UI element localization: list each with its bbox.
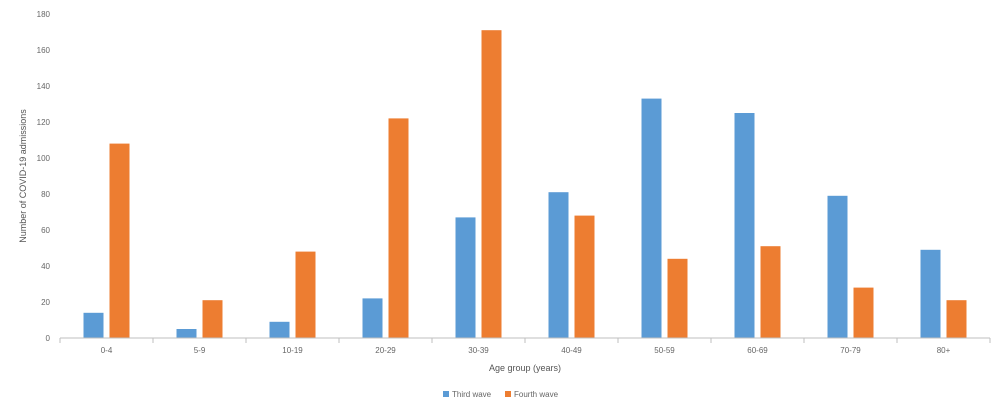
bar-third-wave-70-79 [827,195,848,338]
x-tick-label: 80+ [937,346,951,355]
bar-fourth-wave-40-49 [574,215,595,338]
bar-fourth-wave-5-9 [202,300,223,338]
bar-fourth-wave-50-59 [667,258,688,338]
legend-label-fourth-wave: Fourth wave [514,390,559,399]
bar-third-wave-50-59 [641,98,662,338]
bar-fourth-wave-20-29 [388,118,409,339]
bar-fourth-wave-0-4 [109,143,130,338]
y-tick-label: 80 [41,190,50,199]
x-tick-label: 40-49 [561,346,582,355]
bar-fourth-wave-70-79 [853,287,874,338]
y-tick-label: 20 [41,298,50,307]
y-tick-label: 180 [37,10,51,19]
x-axis-title: Age group (years) [489,363,561,373]
y-tick-label: 120 [37,118,51,127]
x-tick-label: 50-59 [654,346,675,355]
x-tick-label: 70-79 [840,346,861,355]
bar-fourth-wave-10-19 [295,251,316,338]
x-tick-label: 10-19 [282,346,303,355]
legend: Third wave Fourth wave [443,390,559,399]
bar-third-wave-10-19 [269,321,290,338]
x-tick-label: 30-39 [468,346,489,355]
bar-third-wave-20-29 [362,298,383,338]
bar-third-wave-0-4 [83,312,104,338]
bars [83,30,967,339]
bar-third-wave-5-9 [176,329,197,338]
x-tick-label: 20-29 [375,346,396,355]
legend-swatch-third-wave [443,391,449,397]
x-tick-label: 60-69 [747,346,768,355]
x-axis-ticks: 0-4 5-9 10-19 20-29 30-39 40-49 50-59 60-69 70-7… [59,338,991,355]
bar-third-wave-30-39 [455,217,476,338]
x-tick-label: 5-9 [194,346,206,355]
y-axis-title: Number of COVID-19 admissions [18,109,28,243]
y-tick-label: 0 [46,334,51,343]
y-axis-ticks: 0 20 40 60 80 100 120 140 160 180 [37,10,51,343]
y-tick-label: 160 [37,46,51,55]
y-tick-label: 140 [37,82,51,91]
x-tick-label: 0-4 [101,346,113,355]
y-tick-label: 100 [37,154,51,163]
legend-label-third-wave: Third wave [452,390,492,399]
bar-fourth-wave-80+ [946,300,967,338]
y-tick-label: 40 [41,262,50,271]
y-tick-label: 60 [41,226,50,235]
bar-fourth-wave-60-69 [760,246,781,338]
bar-third-wave-40-49 [548,192,569,338]
legend-swatch-fourth-wave [505,391,511,397]
bar-third-wave-60-69 [734,113,755,338]
bar-third-wave-80+ [920,249,941,338]
bar-fourth-wave-30-39 [481,30,502,338]
